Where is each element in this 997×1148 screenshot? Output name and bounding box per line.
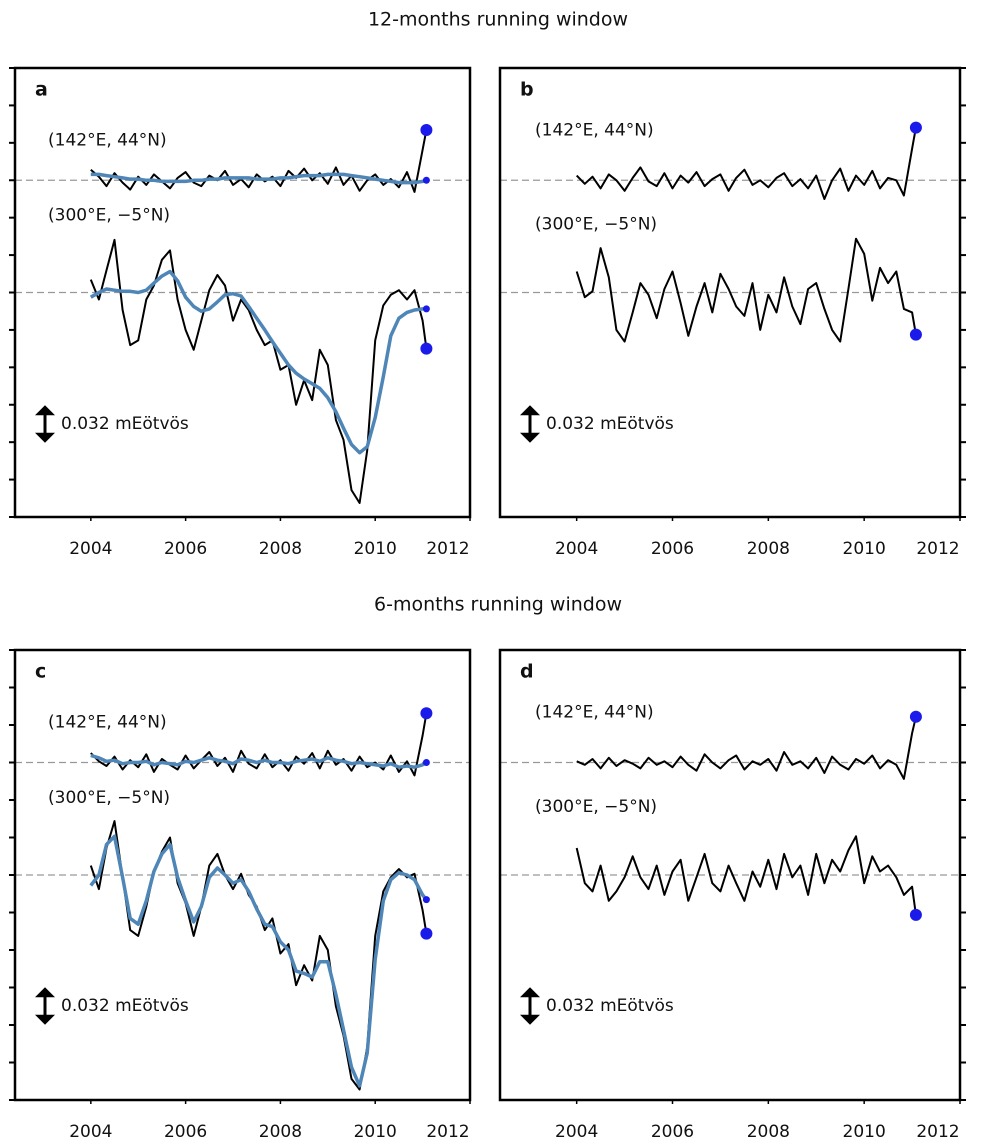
series-line [90, 172, 427, 185]
series-annotation: (142°E, 44°N) [535, 120, 654, 140]
x-tick-label: 2006 [164, 1122, 207, 1142]
x-tick-label: 2004 [69, 1122, 112, 1142]
x-tick-label: 2012 [916, 1122, 959, 1142]
x-tick-label: 2010 [354, 539, 397, 559]
x-tick-label: 2008 [259, 1122, 302, 1142]
scale-label: 0.032 mEötvös [546, 996, 674, 1016]
panel-label: b [520, 79, 534, 101]
series-annotation: (142°E, 44°N) [535, 703, 654, 723]
x-tick-label: 2006 [651, 539, 694, 559]
series-annotation: (300°E, −5°N) [535, 797, 657, 817]
series-annotation: (300°E, −5°N) [48, 206, 170, 226]
x-tick-label: 2006 [164, 539, 207, 559]
series-line [575, 237, 917, 343]
end-dot [422, 305, 430, 313]
x-tick-label: 2006 [651, 1122, 694, 1142]
panel-frame [498, 66, 962, 519]
arrow-head [520, 1014, 540, 1025]
end-dot [422, 896, 430, 904]
end-dot [420, 707, 433, 720]
x-tick-label: 2012 [426, 539, 469, 559]
series-annotation: (300°E, −5°N) [535, 215, 657, 235]
panel-label: d [520, 661, 534, 683]
end-dot [909, 908, 922, 921]
header: 12-months running window [368, 9, 628, 31]
x-tick-label: 2004 [69, 539, 112, 559]
x-tick-label: 2012 [426, 1122, 469, 1142]
end-dot [909, 121, 922, 134]
panel-frame [13, 66, 472, 519]
end-dot [909, 710, 922, 723]
scale-label: 0.032 mEötvös [61, 996, 189, 1016]
panel-frame [498, 648, 962, 1102]
end-dot [420, 927, 433, 940]
arrow-head [520, 432, 540, 443]
end-dot [909, 328, 922, 341]
x-tick-label: 2008 [747, 1122, 790, 1142]
series-line [576, 716, 917, 780]
scale-label: 0.032 mEötvös [61, 414, 189, 434]
x-tick-label: 2012 [916, 539, 959, 559]
series-line [89, 269, 427, 455]
arrow-head [35, 987, 55, 998]
arrow-head [520, 987, 540, 998]
end-dot [422, 759, 430, 766]
x-tick-label: 2010 [843, 1122, 886, 1142]
end-dot [420, 123, 433, 136]
x-tick-label: 2004 [555, 539, 598, 559]
series-annotation: (300°E, −5°N) [48, 788, 170, 808]
arrow-head [520, 405, 540, 416]
x-tick-label: 2008 [747, 539, 790, 559]
series-line [89, 834, 428, 1088]
end-dot [422, 176, 430, 184]
arrow-head [35, 1014, 55, 1025]
x-tick-label: 2010 [354, 1122, 397, 1142]
series-annotation: (142°E, 44°N) [48, 713, 167, 733]
x-tick-label: 2010 [843, 539, 886, 559]
series-annotation: (142°E, 44°N) [48, 130, 167, 150]
panel-label: a [35, 79, 48, 101]
panel-frame [13, 648, 472, 1102]
series-line [575, 835, 917, 915]
series-line [89, 238, 428, 504]
x-tick-label: 2004 [555, 1122, 598, 1142]
end-dot [420, 342, 433, 355]
series-line [90, 753, 428, 769]
series-line [575, 127, 917, 200]
arrow-head [35, 432, 55, 443]
scale-label: 0.032 mEötvös [546, 414, 674, 434]
panel-label: c [35, 661, 46, 683]
x-tick-label: 2008 [259, 539, 302, 559]
arrow-head [35, 405, 55, 416]
header: 6-months running window [374, 594, 622, 616]
